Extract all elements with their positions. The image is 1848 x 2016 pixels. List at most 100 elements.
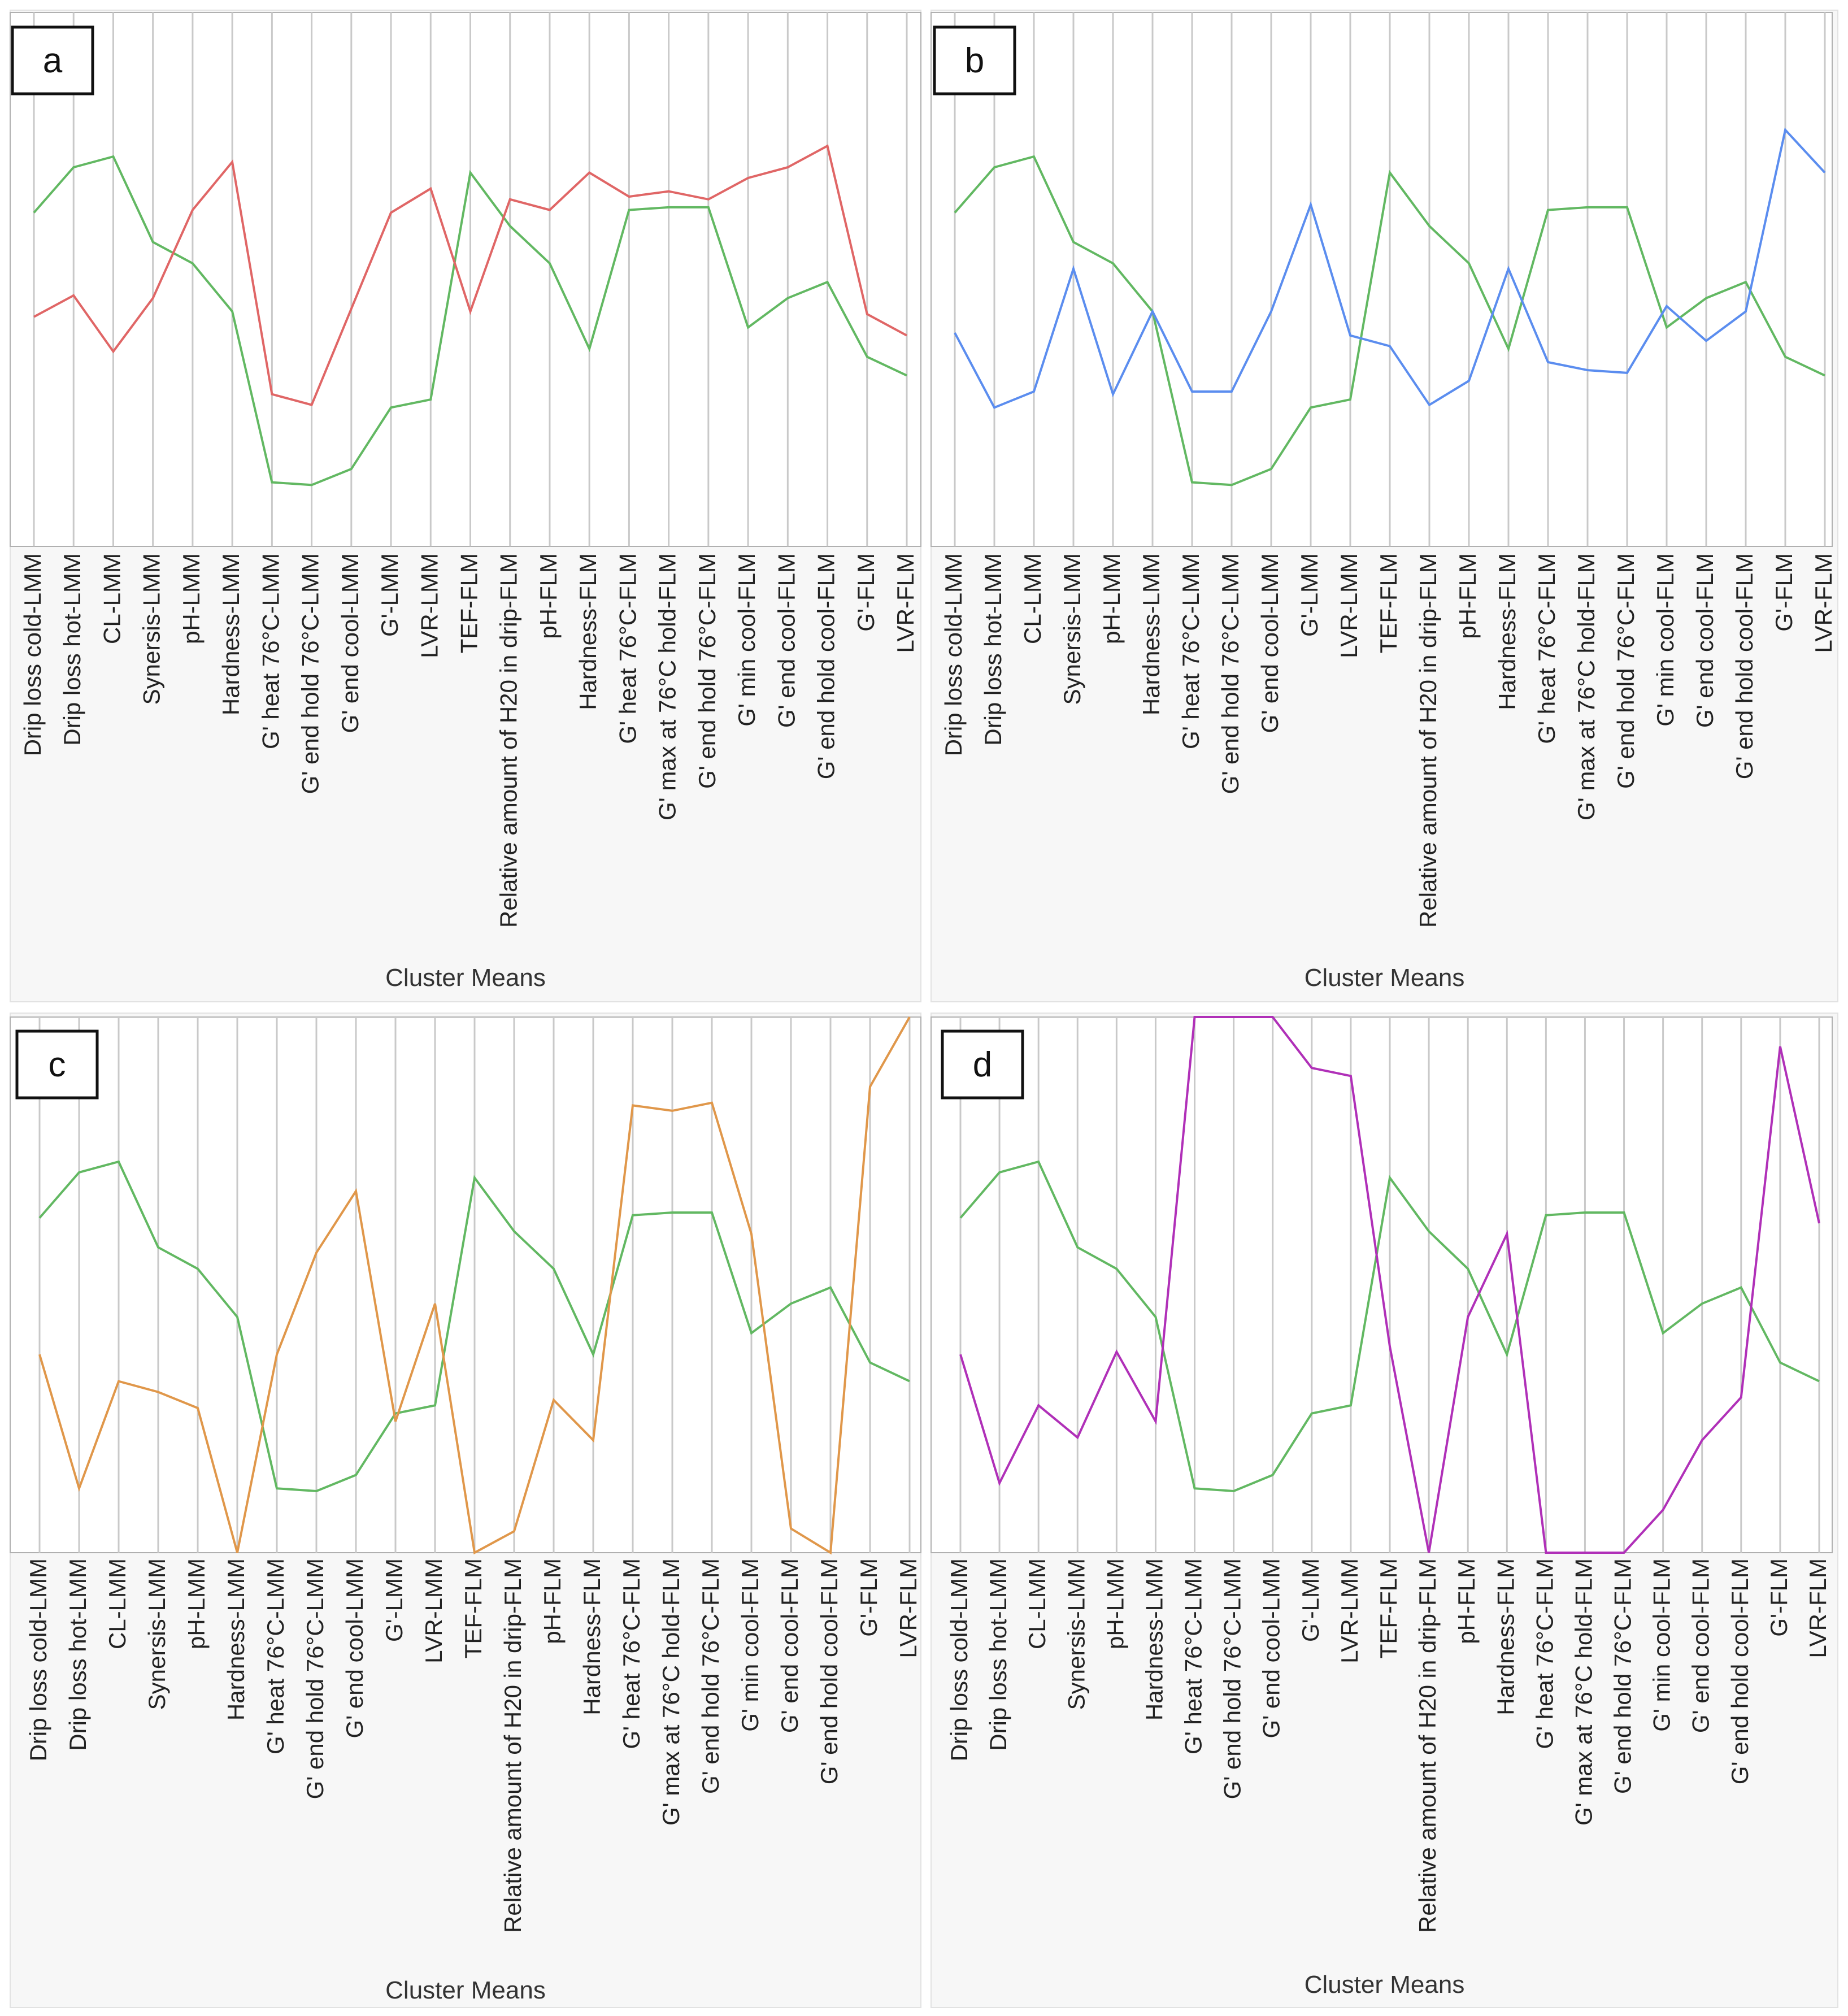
x-tick-label: G' heat 76°C-FLM <box>618 1558 645 1749</box>
x-tick-label: G' end cool-LMM <box>337 553 363 733</box>
x-tick-label: G' end hold 76°C-FLM <box>1612 553 1639 789</box>
x-tick-label: pH-FLM <box>535 553 562 639</box>
panel-label: d <box>973 1045 992 1084</box>
x-tick-label: G' end hold 76°C-LMM <box>297 553 324 794</box>
x-tick-label: Hardness-FLM <box>575 553 601 710</box>
x-tick-label: G' end hold 76°C-LMM <box>1217 553 1243 794</box>
x-tick-label: G' end hold 76°C-FLM <box>1610 1558 1636 1794</box>
x-tick-label: G'-LMM <box>381 1558 407 1642</box>
panel-label: c <box>49 1045 66 1084</box>
chart-panel-c: Drip loss cold-LMM Drip loss hot-LMM CL-LM… <box>10 1013 921 2008</box>
x-tick-label: LVR-LMM <box>1336 1558 1363 1663</box>
x-tick-label: G' heat 76°C-FLM <box>1531 1558 1558 1749</box>
x-tick-label: pH-LMM <box>178 553 205 644</box>
x-tick-label: G'-FLM <box>855 1558 882 1637</box>
x-tick-label: pH-FLM <box>1453 1558 1480 1644</box>
series-line-green <box>38 1160 910 1493</box>
x-tick-label: Synersis-LMM <box>144 1558 170 1710</box>
x-tick-label: G' end hold 76°C-FLM <box>697 1558 724 1794</box>
x-tick-label: G'-FLM <box>853 553 879 632</box>
x-tick-label: CL-LMM <box>104 1558 131 1649</box>
x-tick-label: G' end hold 76°C-LMM <box>302 1558 328 1799</box>
x-tick-label: G' end hold 76°C-FLM <box>694 553 720 789</box>
x-tick-label: G' end cool-FLM <box>773 553 799 728</box>
x-tick-label: G' end hold 76°C-LMM <box>1219 1558 1246 1799</box>
x-tick-label: Drip loss hot-LMM <box>64 1558 91 1751</box>
x-tick-label: LVR-FLM <box>1804 1558 1831 1658</box>
x-tick-label: Drip loss hot-LMM <box>980 553 1006 746</box>
x-tick-label: Synersis-LMM <box>138 553 165 705</box>
x-tick-label: Synersis-LMM <box>1059 553 1085 705</box>
x-tick-label: G' heat 76°C-LMM <box>1177 553 1204 749</box>
x-tick-label: G' end cool-FLM <box>776 1558 803 1733</box>
x-tick-label: G' max at 76°C hold-FLM <box>654 553 681 820</box>
series-line-cluster-a <box>33 144 907 406</box>
x-axis-title: Cluster Means <box>385 1976 546 2004</box>
x-tick-label: G' end hold cool-FLM <box>816 1558 842 1784</box>
x-tick-label: G' max at 76°C hold-FLM <box>658 1558 684 1826</box>
panel-label-box <box>933 25 1016 95</box>
x-tick-label: pH-LMM <box>1098 553 1125 644</box>
x-tick-label: Relative amount of H20 in drip-FLM <box>495 553 522 928</box>
x-tick-label: Hardness-FLM <box>1492 1558 1519 1715</box>
x-axis-title: Cluster Means <box>1305 964 1465 992</box>
x-tick-label: G'-LMM <box>376 553 403 637</box>
chart-panel-a: Drip loss cold-LMM Drip loss hot-LMM CL-LM… <box>10 10 921 1002</box>
x-tick-label: Hardness-LMM <box>1141 1558 1167 1720</box>
plot-area <box>10 12 921 547</box>
x-tick-label: Hardness-LMM <box>223 1558 249 1720</box>
x-tick-label: G' end hold cool-FLM <box>813 553 840 779</box>
x-tick-label: G' min cool-FLM <box>1652 553 1679 727</box>
x-tick-label: TEF-FLM <box>460 1558 486 1658</box>
x-axis-title: Cluster Means <box>1305 1971 1465 1998</box>
x-tick-label: G' max at 76°C hold-FLM <box>1570 1558 1597 1826</box>
series-line-green <box>959 1160 1820 1493</box>
x-tick-label: G' min cool-FLM <box>733 553 760 727</box>
x-tick-label: Hardness-LMM <box>218 553 244 715</box>
plot-area <box>10 1016 921 1553</box>
x-tick-label: Synersis-LMM <box>1063 1558 1089 1710</box>
x-tick-label: CL-LMM <box>1024 1558 1050 1649</box>
x-tick-label: pH-FLM <box>1454 553 1481 639</box>
x-tick-label: G' end hold cool-FLM <box>1731 553 1758 779</box>
x-tick-label: G' min cool-FLM <box>1649 1558 1675 1732</box>
panel-label: a <box>43 41 63 80</box>
x-tick-label: LVR-LMM <box>1336 553 1362 658</box>
series-line-cluster-d <box>959 1016 1820 1554</box>
x-tick-label: TEF-FLM <box>456 553 482 653</box>
x-tick-label: TEF-FLM <box>1375 1558 1402 1658</box>
x-tick-label: Relative amount of H20 in drip-FLM <box>1415 553 1441 928</box>
x-tick-label: Hardness-FLM <box>579 1558 605 1715</box>
x-tick-label: Drip loss cold-LMM <box>940 553 967 756</box>
x-tick-label: Drip loss hot-LMM <box>59 553 85 746</box>
x-tick-label: Hardness-FLM <box>1494 553 1520 710</box>
x-axis-title: Cluster Means <box>385 964 546 992</box>
x-tick-label: CL-LMM <box>98 553 125 644</box>
x-tick-label: LVR-FLM <box>892 553 919 653</box>
chart-panel-d: Drip loss cold-LMM Drip loss hot-LMM CL-LM… <box>930 1013 1838 2008</box>
series-line-cluster-b <box>954 127 1826 409</box>
x-tick-label: G' end cool-LMM <box>341 1558 368 1738</box>
x-tick-label: LVR-FLM <box>895 1558 921 1658</box>
x-tick-label: G' min cool-FLM <box>737 1558 763 1732</box>
x-tick-label: G' end hold cool-FLM <box>1727 1558 1753 1784</box>
x-tick-label: LVR-LMM <box>416 553 442 658</box>
x-tick-label: G' end cool-LMM <box>1256 553 1283 733</box>
chart-panel-b: Drip loss cold-LMM Drip loss hot-LMM CL-LM… <box>930 10 1838 1002</box>
x-tick-label: G' end cool-FLM <box>1688 1558 1714 1733</box>
x-tick-label: G' heat 76°C-LMM <box>1180 1558 1207 1754</box>
x-tick-label: Drip loss cold-LMM <box>19 553 46 756</box>
x-tick-label: G'-FLM <box>1766 1558 1792 1637</box>
x-tick-label: Drip loss cold-LMM <box>25 1558 51 1761</box>
x-tick-label: pH-LMM <box>1102 1558 1128 1649</box>
x-tick-label: G' max at 76°C hold-FLM <box>1573 553 1599 820</box>
x-tick-label: G'-FLM <box>1771 553 1797 632</box>
x-tick-label: TEF-FLM <box>1375 553 1402 653</box>
series-line-green <box>33 155 907 486</box>
x-tick-label: G' heat 76°C-LMM <box>257 553 284 749</box>
plot-area <box>930 12 1833 547</box>
x-tick-label: LVR-LMM <box>420 1558 447 1663</box>
x-tick-label: LVR-FLM <box>1810 553 1837 653</box>
x-tick-label: G' heat 76°C-LMM <box>262 1558 289 1754</box>
